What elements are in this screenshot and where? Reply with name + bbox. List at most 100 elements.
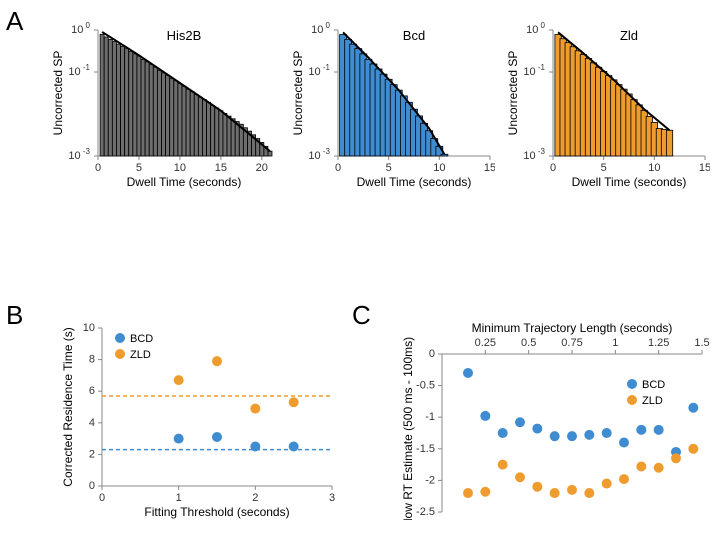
y-axis-label: Slow RT Estimate (500 ms - 100ms) [401, 337, 415, 520]
svg-text:15: 15 [215, 162, 227, 174]
data-point [463, 488, 473, 498]
histogram-bar [121, 46, 125, 156]
svg-text:6: 6 [89, 385, 95, 397]
histogram-bar [441, 154, 448, 156]
histogram-bar [170, 78, 174, 156]
svg-text:15: 15 [484, 162, 495, 174]
svg-text:-1.5: -1.5 [416, 443, 435, 455]
svg-text:-2.5: -2.5 [416, 506, 435, 518]
svg-text:0.25: 0.25 [475, 337, 496, 349]
svg-text:1.25: 1.25 [648, 337, 669, 349]
data-point [250, 442, 260, 452]
data-point [250, 404, 260, 414]
data-point [463, 368, 473, 378]
histogram-bar [153, 67, 157, 156]
data-point [602, 479, 612, 489]
data-point [515, 472, 525, 482]
data-point [480, 411, 490, 421]
histogram-bar [108, 39, 112, 156]
svg-text:10 0: 10 0 [71, 21, 90, 36]
histogram-bar [116, 44, 120, 156]
data-point [567, 485, 577, 495]
svg-text:-0.5: -0.5 [416, 380, 435, 392]
data-point [550, 488, 560, 498]
legend-marker [115, 333, 125, 343]
histogram-bar [202, 100, 206, 156]
data-point [636, 425, 646, 435]
histogram-bar [190, 92, 194, 156]
svg-text:10: 10 [433, 162, 445, 174]
data-point [174, 434, 184, 444]
histogram-bar [194, 95, 198, 156]
x-axis-label: Fitting Threshold (seconds) [144, 505, 289, 519]
svg-text:0: 0 [95, 162, 101, 174]
svg-text:3: 3 [329, 492, 335, 504]
svg-text:10 -1: 10 -1 [68, 63, 90, 78]
data-point [532, 482, 542, 492]
data-point [289, 397, 299, 407]
histogram-bar [100, 34, 104, 156]
svg-text:5: 5 [601, 162, 607, 174]
histogram-bar [112, 42, 116, 156]
figure-root: A B C 10 010 -110 -305101520His2BUncorre… [0, 0, 719, 535]
histogram-bar [235, 122, 239, 156]
histogram-bar [186, 89, 190, 156]
histogram-bar [141, 59, 145, 156]
data-point [498, 460, 508, 470]
data-point [654, 425, 664, 435]
data-point [671, 453, 681, 463]
panel-label-b: B [6, 300, 23, 331]
histogram-bar [145, 62, 149, 156]
svg-text:10 -3: 10 -3 [308, 147, 330, 162]
data-point [584, 430, 594, 440]
x-axis-label: Dwell Time (seconds) [127, 175, 242, 189]
svg-text:0: 0 [335, 162, 341, 174]
svg-text:10: 10 [83, 322, 95, 334]
data-point [636, 461, 646, 471]
svg-text:1: 1 [176, 492, 182, 504]
chart-title: His2B [167, 28, 202, 43]
y-axis-label: Uncorrected SP [51, 51, 65, 136]
histogram-bar [162, 73, 166, 156]
histogram-bar [666, 130, 672, 156]
x-axis-label: Dwell Time (seconds) [572, 175, 687, 189]
legend-label: ZLD [642, 395, 663, 407]
panel-a-bcd: 10 010 -110 -3051015BcdUncorrected SPDwe… [290, 20, 495, 190]
y-axis-label: Uncorrected SP [506, 51, 520, 136]
data-point [480, 487, 490, 497]
svg-text:0: 0 [550, 162, 556, 174]
svg-text:2: 2 [89, 448, 95, 460]
data-point [602, 428, 612, 438]
legend-marker [115, 349, 125, 359]
data-point [515, 417, 525, 427]
data-point [212, 432, 222, 442]
data-point [688, 403, 698, 413]
legend-label: BCD [642, 379, 665, 391]
panel-b: 02468100123BCDZLDCorrected Residence Tim… [60, 320, 340, 520]
panel-a-his2b: 10 010 -110 -305101520His2BUncorrected S… [50, 20, 275, 190]
svg-text:1: 1 [612, 337, 618, 349]
svg-text:0: 0 [99, 492, 105, 504]
histogram-bar [174, 81, 178, 156]
histogram-bar [231, 119, 235, 156]
histogram-bar [215, 108, 219, 156]
svg-text:-2: -2 [425, 474, 435, 486]
y-axis-label: Corrected Residence Time (s) [61, 327, 75, 486]
histogram-bar [207, 102, 211, 156]
histogram-bar [104, 37, 108, 156]
svg-text:0: 0 [89, 480, 95, 492]
panel-a-zld: 10 010 -110 -3051015ZldUncorrected SPDwe… [505, 20, 710, 190]
panel-label-c: C [352, 300, 371, 331]
histogram-bar [198, 97, 202, 156]
data-point [619, 437, 629, 447]
x-axis-label: Minimum Trajectory Length (seconds) [472, 321, 673, 335]
svg-text:15: 15 [699, 162, 710, 174]
svg-text:0.75: 0.75 [561, 337, 582, 349]
histogram-bar [125, 49, 129, 156]
chart-title: Bcd [403, 28, 425, 43]
y-axis-label: Uncorrected SP [291, 51, 305, 136]
histogram-bar [227, 116, 231, 156]
histogram-bar [182, 86, 186, 156]
data-point [532, 424, 542, 434]
svg-text:2: 2 [252, 492, 258, 504]
